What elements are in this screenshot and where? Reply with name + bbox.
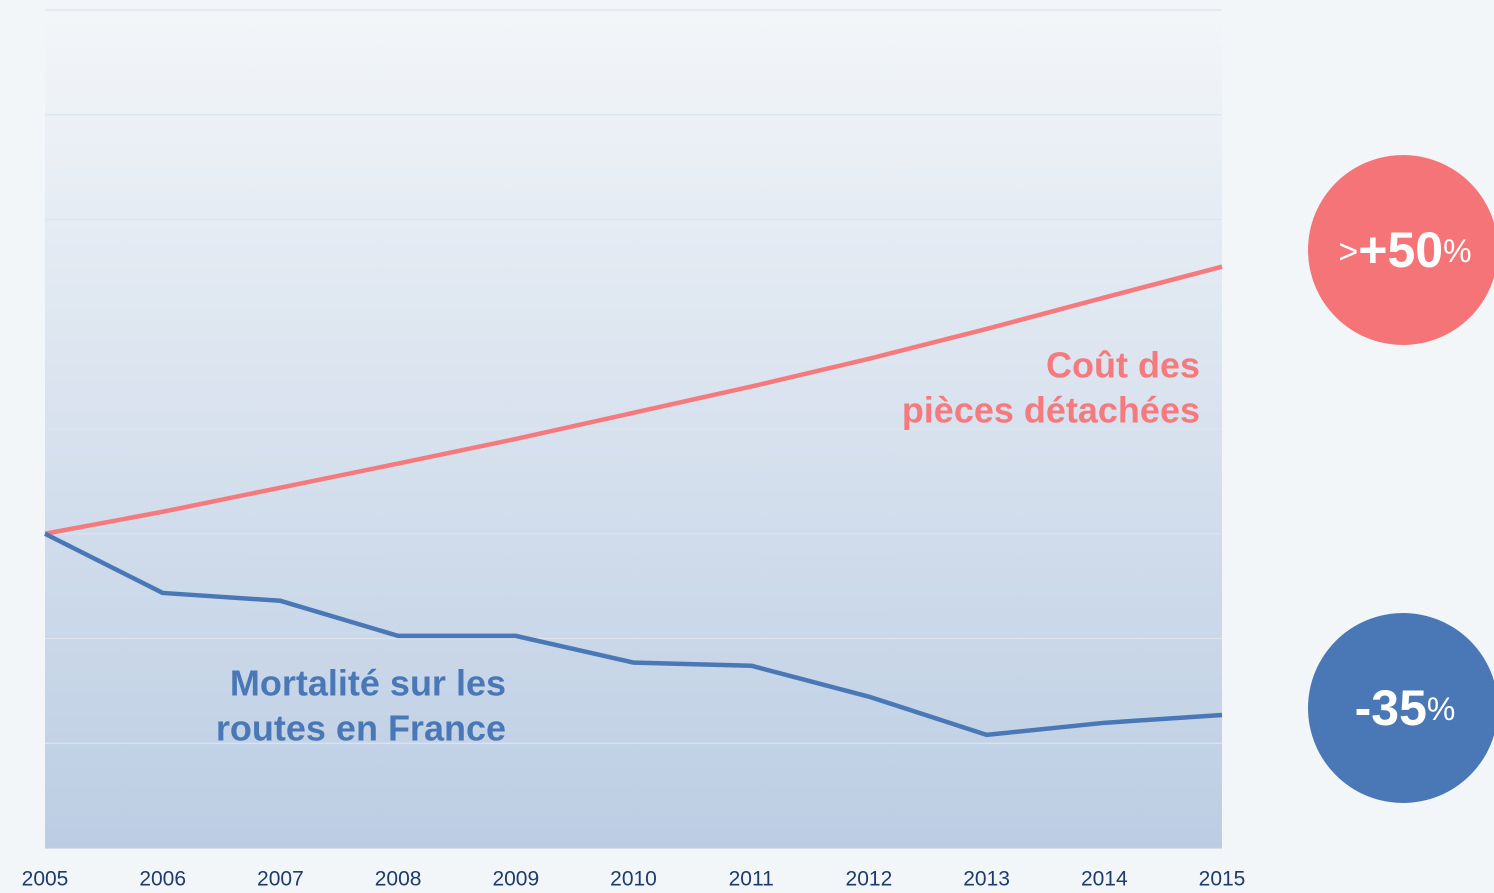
badge-text: -35% <box>1355 680 1456 736</box>
x-tick-label: 2007 <box>257 868 304 891</box>
badge <box>1308 155 1494 345</box>
x-tick-label: 2008 <box>375 868 422 891</box>
series-line <box>43 531 1223 738</box>
x-tick-label: 2009 <box>492 868 539 891</box>
badge-value: -35 <box>1355 680 1427 736</box>
series-label: pièces détachées <box>902 390 1200 431</box>
series-label: routes en France <box>216 708 506 749</box>
x-tick-label: 2015 <box>1199 868 1246 891</box>
badge <box>1308 613 1494 803</box>
x-tick-label: 2011 <box>729 868 774 891</box>
x-tick-label: 2012 <box>846 868 893 891</box>
x-tick-label: 2005 <box>22 868 69 891</box>
series-line <box>44 264 1223 536</box>
x-tick-label: 2006 <box>139 868 186 891</box>
badge-value: +50 <box>1358 222 1443 278</box>
badge-suffix: % <box>1427 691 1455 727</box>
series-label: Mortalité sur les <box>230 663 506 704</box>
x-tick-label: 2014 <box>1081 868 1128 891</box>
x-tick-label: 2013 <box>963 868 1010 891</box>
x-tick-label: 2010 <box>610 868 657 891</box>
series-label: Coût des <box>1046 345 1200 386</box>
badge-suffix: % <box>1443 233 1471 269</box>
badge-text: >+50% <box>1338 222 1471 278</box>
badge-prefix: > <box>1338 233 1358 271</box>
